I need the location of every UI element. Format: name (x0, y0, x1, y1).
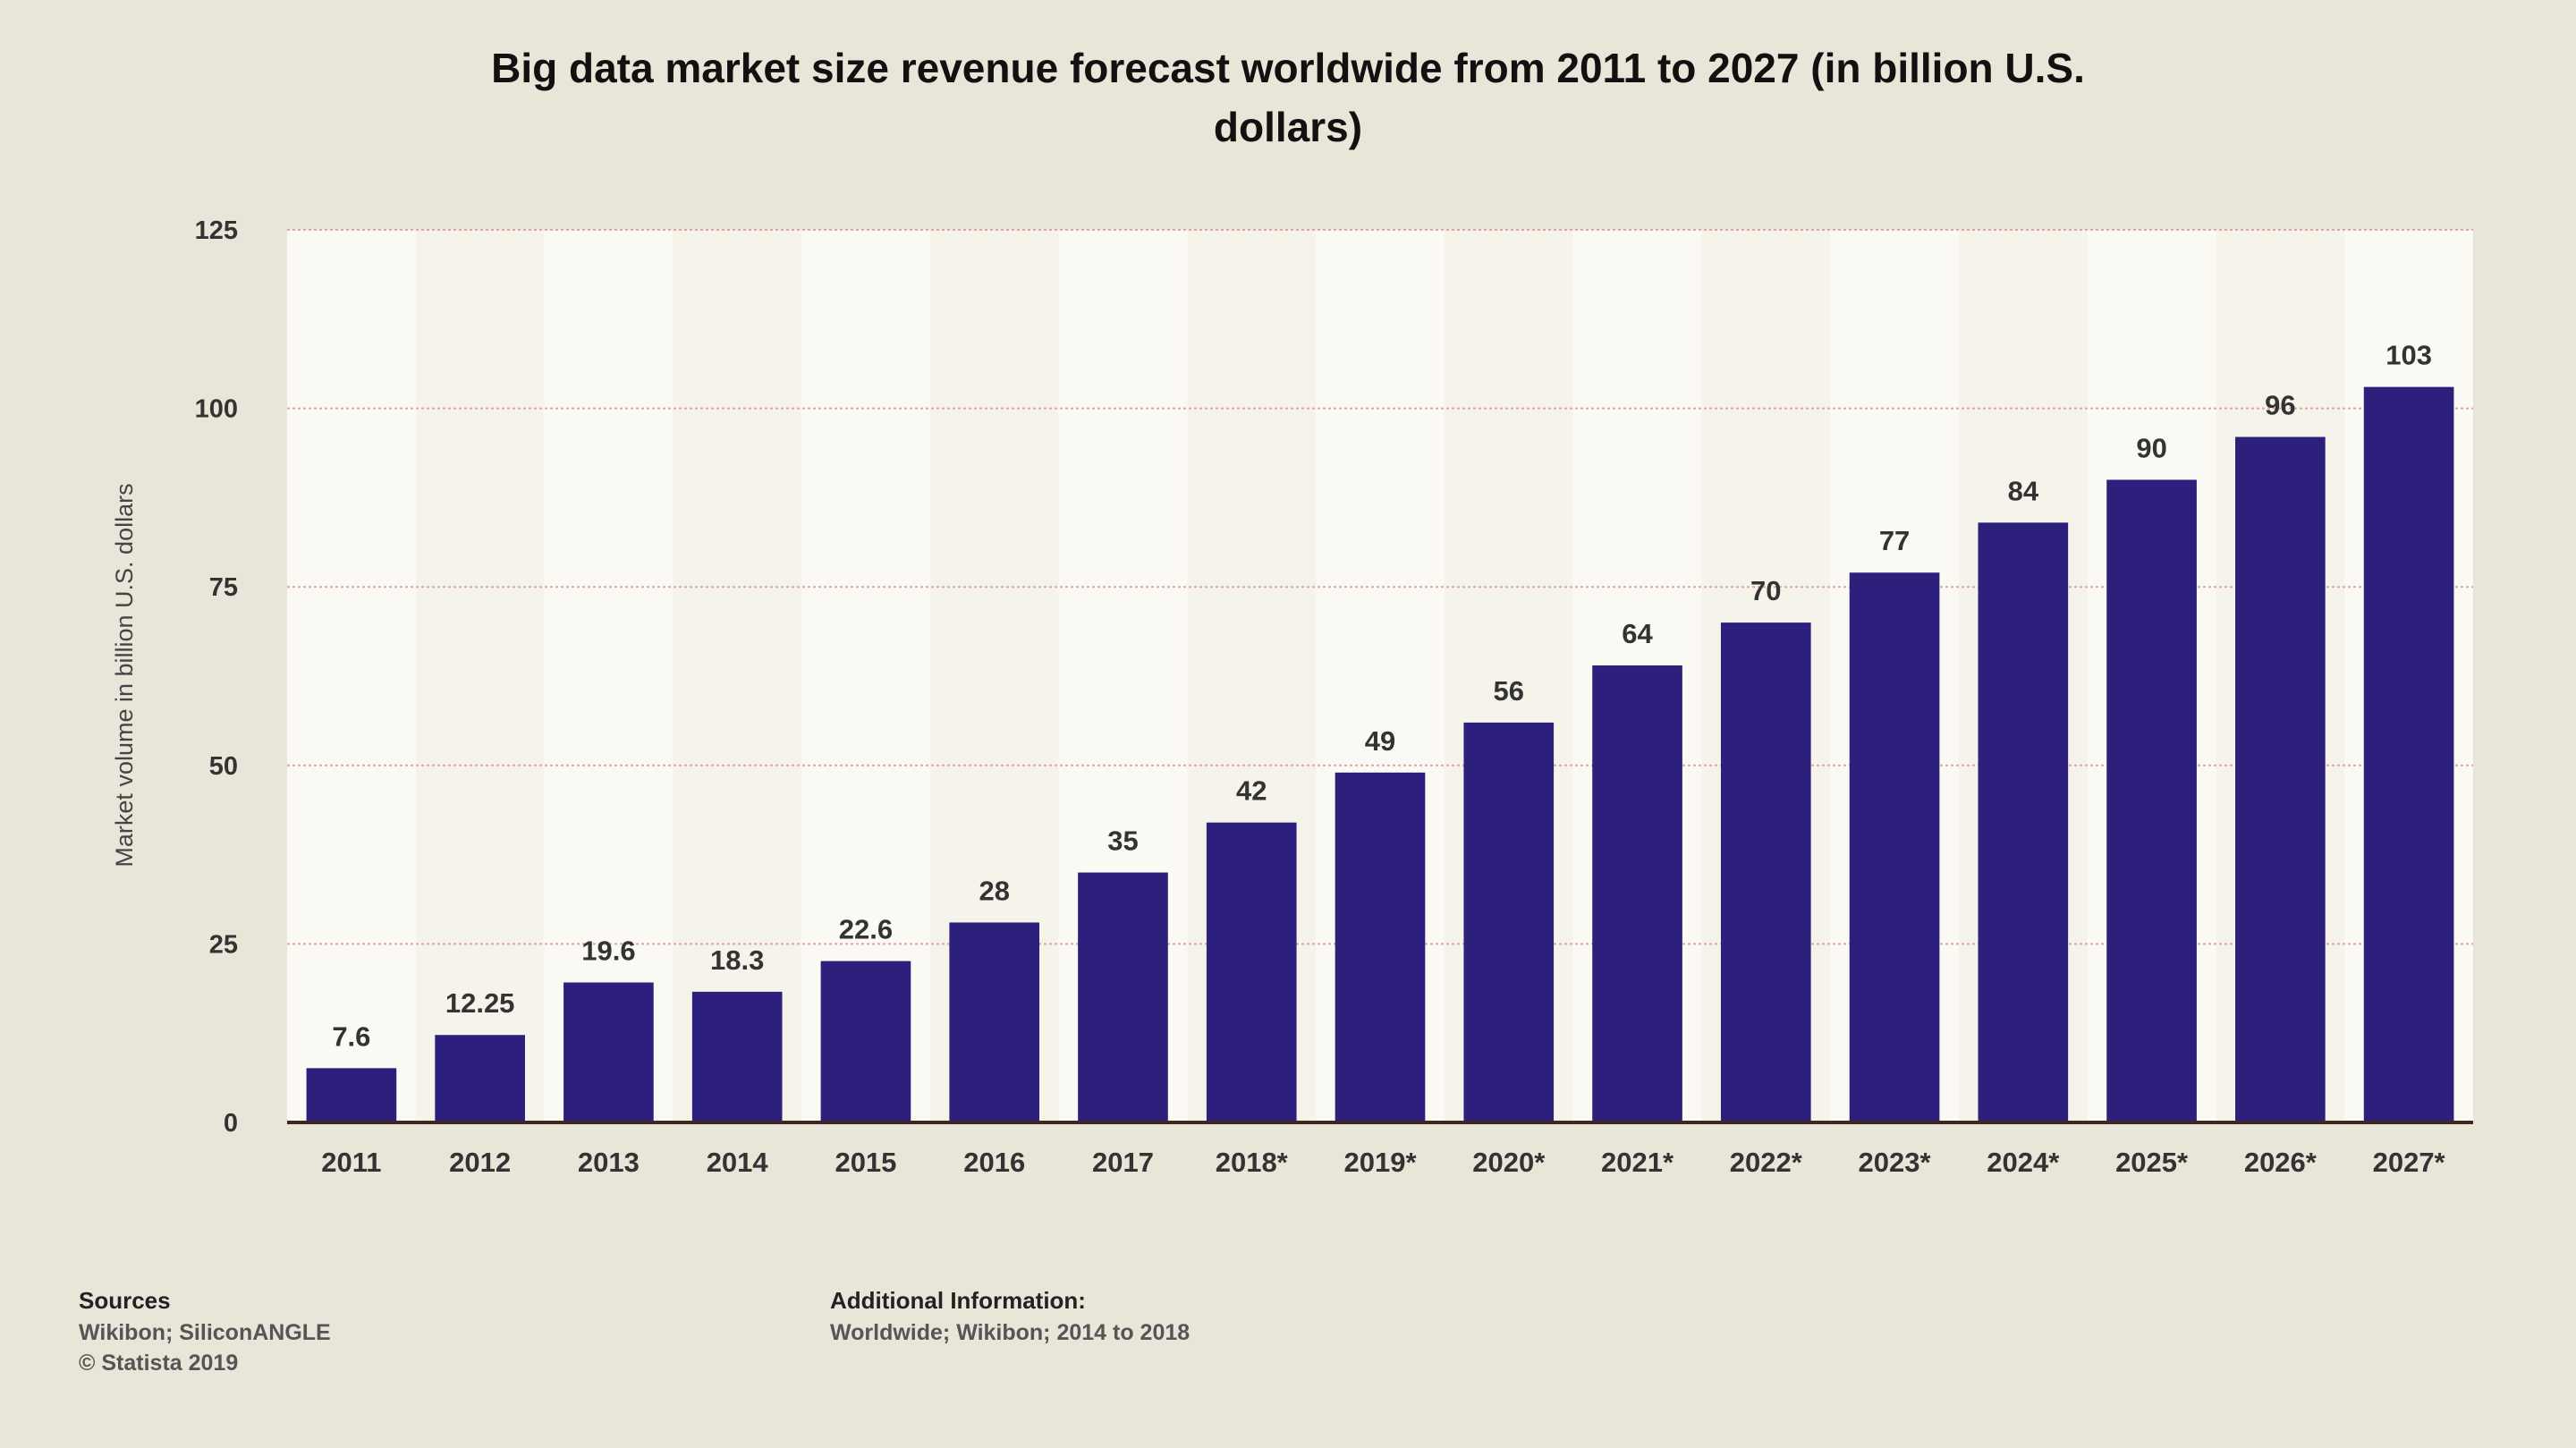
bar-2024* (1978, 522, 2069, 1122)
x-tick-label: 2026* (2244, 1147, 2318, 1178)
data-label: 56 (1494, 675, 1524, 707)
x-tick-label: 2018* (1216, 1147, 1289, 1178)
y-tick-label: 125 (195, 216, 238, 245)
data-label: 35 (1107, 826, 1138, 857)
y-tick-label: 75 (209, 573, 238, 602)
data-label: 19.6 (581, 936, 635, 967)
x-tick-label: 2022* (1730, 1147, 1803, 1178)
additional-info-heading: Additional Information: (830, 1287, 1086, 1314)
data-label: 49 (1365, 725, 1395, 757)
data-label: 7.6 (332, 1020, 370, 1052)
bar-2020* (1463, 722, 1555, 1122)
x-tick-label: 2013 (578, 1147, 640, 1178)
x-tick-label: 2027* (2373, 1147, 2446, 1178)
copyright-text[interactable]: © Statista 2019 (79, 1351, 238, 1376)
bar-2026* (2235, 436, 2326, 1122)
bar-2016 (949, 922, 1040, 1122)
data-label: 96 (2265, 390, 2295, 421)
y-tick-label: 25 (209, 930, 238, 959)
bar-2027* (2363, 386, 2454, 1122)
x-tick-label: 2014 (707, 1147, 769, 1178)
data-label: 90 (2136, 432, 2166, 463)
bar-2014 (691, 991, 783, 1122)
x-tick-label: 2012 (449, 1147, 511, 1178)
bar-2011 (306, 1068, 397, 1122)
additional-info-text: Worldwide; Wikibon; 2014 to 2018 (830, 1320, 1190, 1345)
bar-2018* (1206, 822, 1297, 1122)
data-label: 64 (1622, 618, 1653, 649)
column-band (287, 230, 416, 1122)
bar-2023* (1849, 572, 1940, 1122)
chart-title-line-1: Big data market size revenue forecast wo… (491, 45, 2085, 91)
data-label: 22.6 (839, 914, 893, 945)
y-tick-label: 0 (224, 1109, 238, 1138)
x-tick-label: 2025* (2115, 1147, 2189, 1178)
x-tick-label: 2021* (1601, 1147, 1674, 1178)
x-tick-label: 2017 (1092, 1147, 1154, 1178)
x-tick-label: 2024* (1987, 1147, 2060, 1178)
bar-2012 (435, 1035, 525, 1122)
data-label: 103 (2385, 340, 2432, 371)
x-tick-label: 2015 (835, 1147, 896, 1178)
bar-2013 (564, 982, 654, 1122)
bar-2025* (2106, 479, 2197, 1122)
y-axis-label: Market volume in billion U.S. dollars (111, 483, 138, 867)
chart-title-line-2: dollars) (1214, 104, 1362, 150)
bar-2022* (1720, 622, 1811, 1122)
bar-2017 (1078, 872, 1168, 1122)
x-tick-label: 2016 (963, 1147, 1025, 1178)
sources-text: Wikibon; SiliconANGLE (79, 1320, 331, 1345)
data-label: 12.25 (445, 987, 515, 1019)
x-tick-label: 2023* (1859, 1147, 1932, 1178)
y-tick-label: 50 (209, 752, 238, 781)
column-band (544, 230, 674, 1122)
data-label: 70 (1750, 575, 1781, 606)
bar-2015 (820, 961, 911, 1122)
sources-heading: Sources (79, 1287, 171, 1314)
x-tick-label: 2019* (1343, 1147, 1417, 1178)
bar-2021* (1592, 665, 1682, 1122)
data-label: 18.3 (710, 944, 764, 976)
x-tick-label: 2011 (321, 1147, 381, 1178)
data-label: 28 (979, 875, 1009, 906)
plot-area: 0 25 50 75 100 125 7.6 2011 12.25 2012 19.6 2013 18.… (195, 216, 2473, 1178)
y-tick-label: 100 (195, 395, 238, 424)
data-label: 84 (2008, 475, 2039, 506)
data-label: 77 (1879, 525, 1910, 556)
data-label: 42 (1236, 775, 1267, 807)
bar-2019* (1335, 772, 1426, 1122)
x-tick-label: 2020* (1472, 1147, 1546, 1178)
